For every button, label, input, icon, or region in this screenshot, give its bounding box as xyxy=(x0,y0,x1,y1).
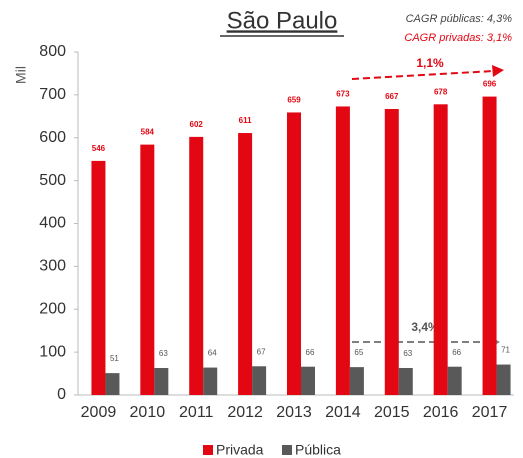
x-tick-label: 2014 xyxy=(325,404,361,421)
value-label: 678 xyxy=(434,87,448,96)
bar xyxy=(105,373,120,395)
bar xyxy=(238,133,253,395)
value-label: 63 xyxy=(403,349,412,358)
y-tick-label: 200 xyxy=(39,300,66,317)
bar xyxy=(482,96,497,395)
growth-public: 3,4% xyxy=(411,320,439,334)
value-label: 667 xyxy=(385,92,399,101)
y-tick-label: 800 xyxy=(39,43,66,60)
bar xyxy=(349,367,364,395)
bar xyxy=(433,104,448,396)
legend-label: Privada xyxy=(216,442,264,458)
value-label: 602 xyxy=(190,120,204,129)
y-tick-label: 0 xyxy=(57,386,66,403)
bar xyxy=(140,144,155,395)
legend-swatch xyxy=(282,445,292,455)
y-tick-label: 100 xyxy=(39,343,66,360)
bar xyxy=(203,367,218,395)
x-tick-label: 2017 xyxy=(472,404,508,421)
bar xyxy=(301,366,315,395)
bar xyxy=(384,109,399,396)
x-tick-label: 2012 xyxy=(227,404,263,421)
arrowhead xyxy=(492,65,504,77)
value-label: 611 xyxy=(239,116,252,125)
bar xyxy=(447,366,462,395)
chart-title: São Paulo xyxy=(227,7,338,34)
value-label: 546 xyxy=(92,144,106,153)
value-label: 51 xyxy=(110,354,119,363)
value-label: 65 xyxy=(354,348,363,357)
y-tick-label: 600 xyxy=(39,129,66,146)
value-label: 67 xyxy=(257,347,266,356)
cagr-public: CAGR públicas: 4,3% xyxy=(406,13,513,25)
x-tick-label: 2013 xyxy=(276,404,312,421)
cagr-private: CAGR privadas: 3,1% xyxy=(404,32,512,44)
growth-private: 1,1% xyxy=(416,56,444,70)
legend-label: Pública xyxy=(295,442,341,458)
value-label: 659 xyxy=(287,96,301,105)
y-tick-label: 400 xyxy=(39,215,66,232)
y-tick-label: 500 xyxy=(39,172,66,189)
value-label: 66 xyxy=(306,348,315,357)
x-tick-label: 2015 xyxy=(374,404,410,421)
bar xyxy=(91,160,106,395)
value-label: 64 xyxy=(208,349,217,358)
value-label: 696 xyxy=(483,80,497,89)
y-axis-label: Mil xyxy=(13,66,29,84)
trend-arrow-private xyxy=(351,70,495,80)
x-tick-label: 2009 xyxy=(81,404,117,421)
bar xyxy=(252,366,267,395)
bar xyxy=(496,364,511,395)
value-label: 584 xyxy=(141,128,155,137)
bar xyxy=(189,136,204,395)
x-tick-label: 2010 xyxy=(130,404,166,421)
bar xyxy=(154,367,169,395)
x-tick-label: 2016 xyxy=(423,404,459,421)
legend-swatch xyxy=(203,445,213,455)
value-label: 63 xyxy=(159,349,168,358)
bar xyxy=(398,367,413,395)
bar xyxy=(287,112,301,396)
y-tick-label: 700 xyxy=(39,86,66,103)
value-label: 673 xyxy=(336,90,350,99)
value-label: 66 xyxy=(452,348,461,357)
y-tick-label: 300 xyxy=(39,258,66,275)
value-label: 71 xyxy=(501,346,510,355)
x-tick-label: 2011 xyxy=(179,404,214,421)
bar xyxy=(335,106,350,396)
